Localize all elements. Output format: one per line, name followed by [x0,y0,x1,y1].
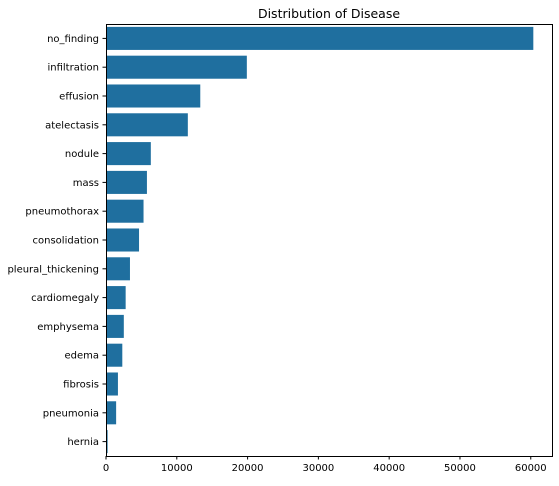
y-tick-label: pleural_thickening [7,264,99,275]
y-tick-label: cardiomegaly [31,293,99,304]
y-tick-label: pneumothorax [25,207,99,218]
x-tick-label: 30000 [302,463,334,474]
bar-pneumothorax [106,199,144,223]
y-tick-label: hernia [67,437,99,448]
bar-pleural_thickening [106,257,130,281]
y-tick-label: consolidation [33,236,99,247]
bar-consolidation [106,228,140,252]
y-tick-label: emphysema [37,322,99,333]
bar-atelectasis [106,113,188,137]
bar-fibrosis [106,372,118,396]
y-tick-label: pneumonia [43,408,99,419]
x-tick-label: 10000 [161,463,193,474]
x-tick-label: 40000 [373,463,405,474]
y-tick-label: atelectasis [45,120,99,131]
x-tick-label: 60000 [515,463,547,474]
y-tick-labels: no_finding infiltration effusion atelectasi… [7,34,106,448]
bar-no_finding [106,26,534,50]
y-tick-label: no_finding [47,34,99,45]
x-tick-labels: 0 10000 20000 30000 40000 50000 60000 [103,456,547,474]
chart-title: Distribution of Disease [258,6,400,21]
x-tick-label: 20000 [232,463,264,474]
bar-cardiomegaly [106,286,126,310]
bar-edema [106,343,123,367]
y-tick-label: nodule [65,149,99,160]
y-tick-label: edema [64,351,99,362]
bar-nodule [106,142,151,166]
bar-emphysema [106,314,124,338]
y-tick-label: infiltration [47,63,99,74]
bars-layer [106,26,534,454]
x-tick-label: 0 [103,463,109,474]
y-tick-label: mass [73,178,99,189]
plot-frame [106,24,553,457]
bar-mass [106,170,147,194]
y-tick-label: fibrosis [63,380,99,391]
bar-effusion [106,84,201,108]
x-tick-label: 50000 [444,463,476,474]
bar-infiltration [106,55,247,79]
y-tick-label: effusion [59,92,99,103]
bar-pneumonia [106,401,117,425]
